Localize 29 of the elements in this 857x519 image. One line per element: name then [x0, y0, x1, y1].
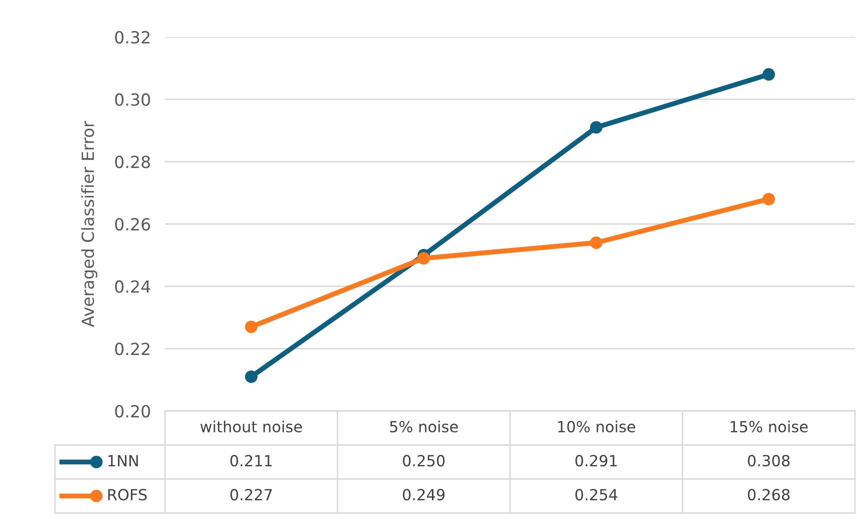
data-label: 0.308 [748, 454, 790, 466]
x-tick-label: 10% noise [558, 420, 636, 432]
data-label: 0.250 [402, 454, 445, 466]
legend-label: 1NN [108, 455, 138, 466]
point [590, 236, 602, 249]
data-label: 0.291 [575, 454, 617, 466]
data-label: 0.249 [402, 488, 445, 500]
data-label: 0.227 [230, 488, 272, 500]
y-tick-label: 0.24 [115, 280, 150, 293]
y-tick-label: 0.26 [115, 218, 150, 231]
x-tick-label: without noise [200, 420, 302, 432]
y-tick-label: 0.32 [115, 30, 150, 44]
y-tick-label: 0.22 [115, 342, 150, 356]
point [418, 252, 430, 265]
legend-label: ROFS [108, 488, 147, 500]
y-axis-title: Averaged Classifier Error [81, 120, 98, 328]
y-tick-label: 0.30 [115, 93, 150, 106]
x-tick-label: 5% noise [390, 420, 458, 432]
y-tick-label: 0.20 [115, 404, 150, 418]
point [762, 68, 775, 81]
point [245, 370, 258, 383]
x-tick-label: 15% noise [730, 420, 808, 432]
y-tick-label: 0.28 [115, 156, 150, 168]
point [590, 121, 602, 134]
point [245, 320, 258, 334]
point [762, 192, 775, 206]
data-label: 0.211 [230, 454, 272, 466]
data-label: 0.254 [575, 488, 618, 500]
data-label: 0.268 [748, 488, 790, 500]
